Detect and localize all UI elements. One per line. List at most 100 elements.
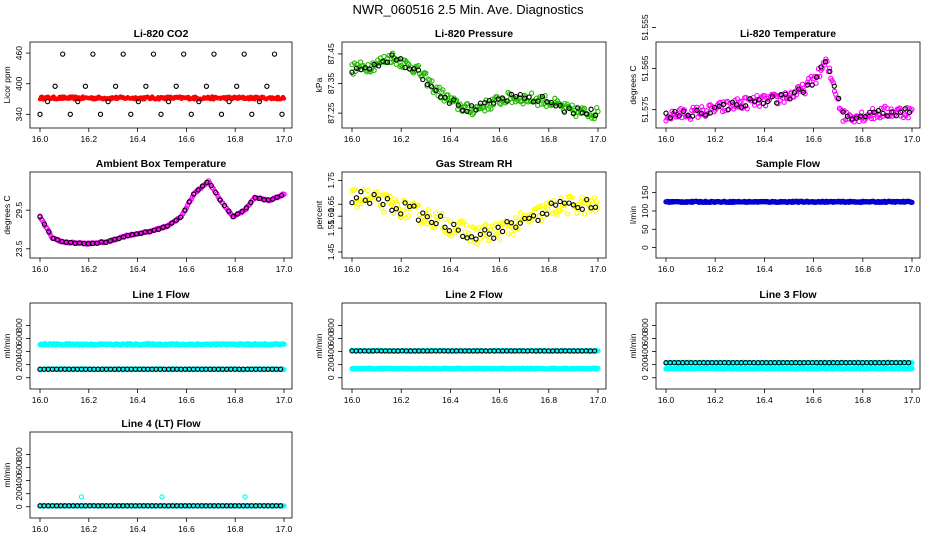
data-point: [539, 93, 546, 100]
panel-title: Ambient Box Temperature: [96, 158, 227, 170]
data-point: [594, 199, 600, 205]
y-tick-label: 51.565: [640, 55, 650, 81]
data-point: [365, 62, 371, 68]
data-point: [211, 51, 217, 57]
data-point: [37, 214, 43, 220]
series-group: [663, 56, 915, 125]
data-point: [367, 66, 373, 72]
data-point: [437, 213, 444, 219]
data-point: [281, 366, 287, 373]
x-tick-label: 17.0: [276, 524, 293, 534]
data-point: [164, 223, 171, 229]
data-point: [234, 83, 240, 89]
data-point: [486, 231, 492, 237]
data-point: [485, 106, 492, 112]
series-group: [349, 186, 601, 247]
data-point: [574, 210, 580, 216]
data-point: [782, 91, 789, 97]
x-tick-label: 16.8: [227, 134, 244, 144]
data-point: [375, 196, 382, 202]
data-point: [569, 102, 575, 108]
data-point: [278, 192, 285, 198]
data-point: [221, 202, 228, 209]
x-tick-label: 16.2: [707, 264, 724, 274]
x-tick-label: 16.8: [541, 395, 558, 405]
data-point: [519, 98, 525, 104]
x-tick-label: 16.6: [491, 395, 508, 405]
series-group: [663, 359, 915, 372]
data-point: [520, 101, 526, 107]
data-point: [349, 199, 355, 206]
data-point: [756, 103, 763, 109]
data-point: [822, 59, 829, 65]
data-point: [440, 87, 446, 93]
data-point: [393, 198, 399, 205]
data-point: [112, 83, 119, 89]
panel-licor_temp: Li-820 Temperature degrees C 16.0 16.2 16.4 1…: [628, 14, 921, 144]
panel-frame: [341, 302, 607, 390]
data-point: [831, 83, 837, 89]
data-point: [538, 218, 545, 224]
data-point: [415, 67, 422, 73]
data-point: [592, 112, 599, 119]
data-point: [477, 100, 484, 106]
series-ambient-overlay: [37, 179, 285, 247]
data-point: [385, 193, 391, 199]
data-point: [60, 51, 66, 57]
data-point: [120, 51, 126, 57]
x-tick-label: 16.0: [658, 134, 675, 144]
data-point: [377, 202, 383, 209]
series-ambient: [37, 178, 287, 247]
data-point: [463, 222, 470, 229]
data-point: [676, 113, 682, 119]
x-tick-label: 17.0: [904, 264, 921, 274]
panel-title: Li-820 Temperature: [740, 28, 836, 40]
y-tick-label: 51.555: [640, 14, 650, 40]
y-tick-label: 600: [14, 460, 24, 474]
y-axis-label: ml/min: [314, 333, 324, 358]
data-point: [420, 76, 426, 83]
data-point: [508, 223, 514, 229]
data-point: [353, 195, 360, 201]
data-point: [564, 211, 570, 217]
y-axis-label: percent: [314, 200, 324, 229]
data-point: [570, 202, 577, 208]
data-point: [365, 187, 371, 194]
data-point: [429, 78, 435, 84]
series-group: [37, 178, 287, 247]
panel-pressure: Li-820 Pressure kPa 16.0 16.2 16.4 16.6 16.8 17…: [314, 28, 607, 144]
data-point: [591, 348, 598, 354]
data-point: [504, 98, 510, 104]
data-point: [483, 221, 489, 228]
data-point: [446, 228, 453, 234]
x-tick-label: 16.4: [129, 524, 146, 534]
y-tick-label: 87.35: [326, 73, 336, 95]
data-point: [277, 366, 284, 372]
panel-line1: Line 1 Flow ml/min 16.0 16.2 16.4 16.6 16.8 17.…: [2, 289, 293, 405]
data-point: [46, 229, 52, 235]
data-point: [230, 213, 236, 220]
series-l1a: [37, 341, 287, 348]
data-point: [575, 204, 581, 211]
data-point: [436, 84, 442, 90]
y-tick-label: 800: [326, 318, 336, 332]
x-tick-label: 16.6: [178, 524, 195, 534]
data-point: [399, 64, 406, 70]
x-tick-label: 17.0: [276, 395, 293, 405]
data-point: [566, 105, 572, 111]
data-point: [672, 108, 678, 115]
y-tick-label: 400: [640, 344, 650, 358]
data-point: [375, 63, 382, 69]
x-tick-label: 16.6: [805, 264, 822, 274]
series-sample: [663, 198, 915, 206]
data-point: [281, 341, 287, 347]
data-point: [468, 234, 475, 240]
x-tick-label: 16.6: [178, 264, 195, 274]
y-tick-label: 0: [14, 375, 24, 380]
data-point: [760, 100, 767, 107]
data-point: [826, 65, 833, 71]
x-tick-label: 16.4: [129, 134, 146, 144]
data-point: [813, 74, 820, 80]
data-point: [460, 219, 466, 225]
data-point: [473, 107, 479, 113]
